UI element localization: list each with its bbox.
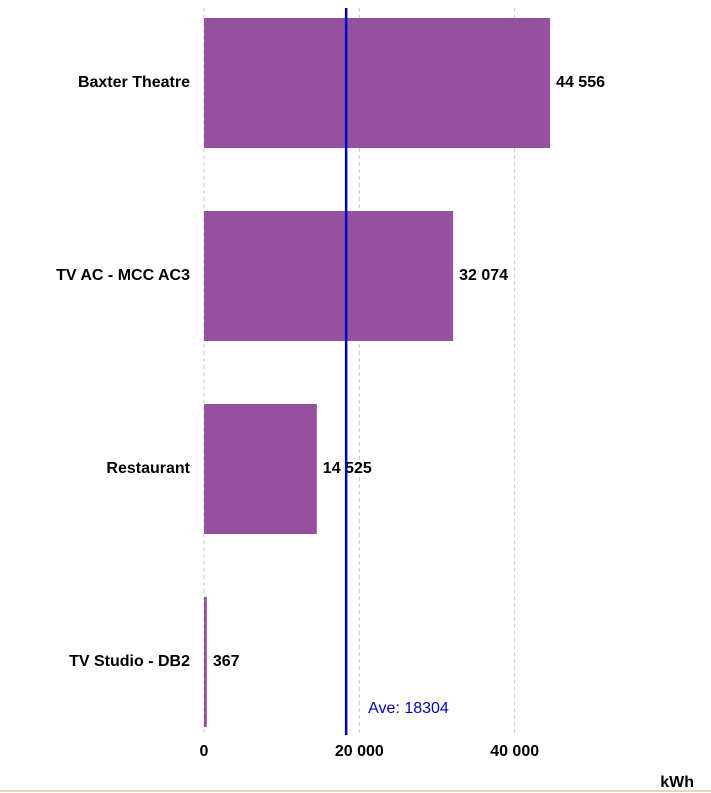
bar xyxy=(204,597,207,727)
x-tick-label: 0 xyxy=(200,743,209,760)
bar xyxy=(204,211,454,341)
y-tick-label: TV Studio - DB2 xyxy=(69,653,190,670)
y-tick-label: TV AC - MCC AC3 xyxy=(56,267,190,284)
y-tick-label: Baxter Theatre xyxy=(78,74,190,91)
bar xyxy=(204,404,317,534)
value-label: 32 074 xyxy=(459,267,508,284)
x-axis-label: kWh xyxy=(660,774,694,791)
bar xyxy=(204,18,551,148)
x-tick-label: 20 000 xyxy=(335,743,384,760)
x-tick-label: 40 000 xyxy=(490,743,539,760)
average-label: Ave: 18304 xyxy=(368,700,449,717)
value-label: 44 556 xyxy=(556,74,605,91)
y-tick-label: Restaurant xyxy=(106,460,190,477)
value-label: 367 xyxy=(213,653,240,670)
